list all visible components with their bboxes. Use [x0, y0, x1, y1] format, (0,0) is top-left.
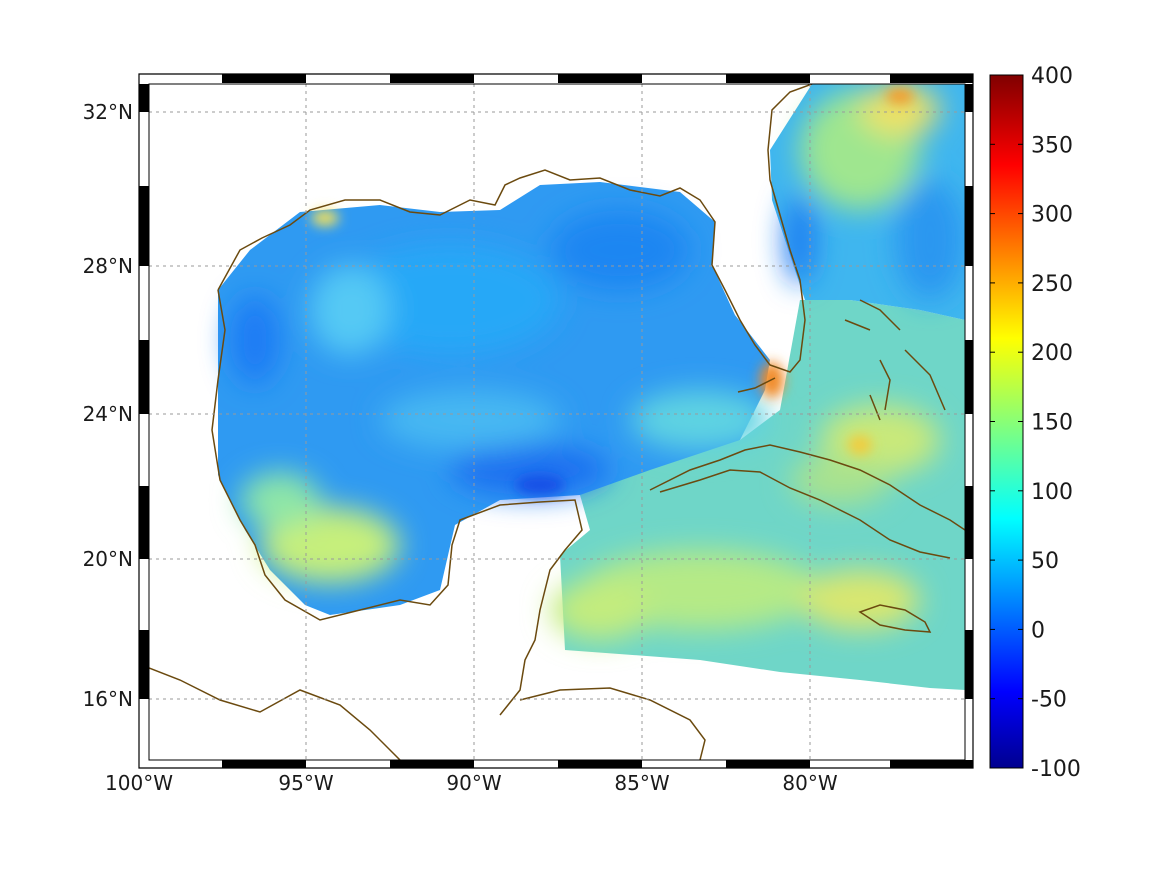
lat-tick-labels: 16°N 20°N 24°N 28°N 32°N — [83, 100, 133, 711]
colorbar-tick-label: 350 — [1031, 133, 1073, 158]
colorbar-tick-label: 50 — [1031, 549, 1059, 574]
data-field — [218, 84, 965, 690]
lat-tick-label: 32°N — [83, 100, 133, 124]
colorbar-tick-label: 0 — [1031, 618, 1045, 643]
lon-tick-label: 100°W — [105, 771, 173, 795]
colorbar-tick-label: 150 — [1031, 411, 1073, 436]
lon-tick-label: 95°W — [278, 771, 333, 795]
colorbar: 400 350 300 250 200 150 100 50 0 -50 -100 — [989, 64, 1081, 782]
mexico-gulf-coast — [211, 289, 583, 716]
colorbar-tick-label: -50 — [1031, 688, 1067, 713]
colorbar-ramp — [989, 74, 1024, 769]
lon-tick-label: 80°W — [782, 771, 837, 795]
lat-tick-label: 24°N — [83, 402, 133, 426]
lon-tick-labels: 100°W 95°W 90°W 85°W 80°W — [105, 771, 838, 795]
map-frame — [138, 73, 974, 769]
lat-tick-label: 16°N — [83, 687, 133, 711]
cuba — [649, 444, 965, 559]
coastlines — [149, 84, 965, 760]
us-gulf-coast — [217, 84, 813, 373]
central-america-coast — [149, 667, 401, 760]
colorbar-tick-label: 250 — [1031, 272, 1073, 297]
colorbar-ticks: 400 350 300 250 200 150 100 50 0 -50 -100 — [990, 64, 1081, 782]
honduras-coast — [519, 687, 706, 760]
lon-tick-label: 90°W — [446, 771, 501, 795]
florida-keys — [737, 377, 776, 393]
jamaica — [858, 604, 932, 633]
lon-tick-label: 85°W — [614, 771, 669, 795]
lat-tick-label: 20°N — [83, 547, 133, 571]
colorbar-tick-label: -100 — [1031, 757, 1081, 782]
gridlines — [149, 84, 965, 760]
colorbar-tick-label: 400 — [1031, 64, 1073, 89]
colorbar-tick-label: 100 — [1031, 480, 1073, 505]
colorbar-tick-label: 200 — [1031, 341, 1073, 366]
bahamas — [844, 299, 946, 421]
colorbar-tick-label: 300 — [1031, 203, 1073, 228]
lat-tick-label: 28°N — [83, 254, 133, 278]
